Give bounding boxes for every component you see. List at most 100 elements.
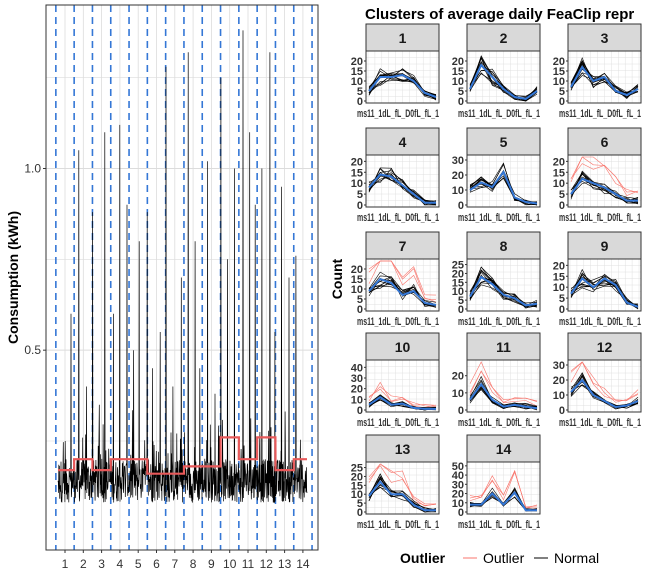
facet-y-tick-label: 0 <box>357 200 363 212</box>
facet-panel-11: 11 0 10 20 ms11_1dL_fL_D0fL_fL_1 <box>452 332 541 429</box>
x-tick-label: 4 <box>117 557 124 571</box>
cluster-mean-line <box>570 277 639 308</box>
facet-y-tick-label: 10 <box>452 185 464 197</box>
facet-y-tick-label: 20 <box>452 56 464 68</box>
facet-strip-label: 6 <box>601 134 609 150</box>
outlier-member-line <box>570 361 639 401</box>
facet-y-tick-label: 20 <box>452 268 464 280</box>
facet-y-tick-label: 0 <box>357 405 363 417</box>
facet-strip-label: 13 <box>395 441 411 457</box>
outlier-member-line <box>368 465 437 505</box>
x-tick-label: 14 <box>296 557 310 571</box>
facet-y-tick-label: 10 <box>553 76 565 88</box>
facet-y-tick-label: 10 <box>553 390 565 402</box>
facet-x-tick-labels: ms11_1dL_fL_D0fL_fL_1 <box>458 212 540 224</box>
normal-member-line <box>570 273 639 308</box>
facet-y-tick-label: 10 <box>452 498 464 510</box>
facet-strip <box>466 231 541 260</box>
facet-strip <box>466 332 541 361</box>
y-tick-label: 1.0 <box>24 162 41 176</box>
facet-x-tick-labels: ms11_1dL_fL_D0fL_fL_1 <box>559 316 641 328</box>
facet-x-tick-labels: ms11_1dL_fL_D0fL_fL_1 <box>559 417 641 429</box>
facet-border <box>365 359 440 413</box>
outlier-member-line <box>469 370 538 402</box>
cluster-mean-line <box>368 277 437 306</box>
normal-member-line <box>469 55 538 102</box>
facet-y-tick-label: 0 <box>559 405 565 417</box>
facet-strip <box>365 127 440 156</box>
facet-strip-label: 2 <box>500 30 508 46</box>
facet-x-tick-labels: ms11_1dL_fL_D0fL_fL_1 <box>458 316 540 328</box>
facet-border <box>365 461 440 515</box>
count-axis-title: Count <box>329 258 345 299</box>
facet-strip-label: 1 <box>399 30 407 46</box>
facet-border <box>466 359 541 413</box>
outlier-member-line <box>469 361 538 407</box>
cluster-mean-line <box>470 490 537 512</box>
facet-y-tick-label: 15 <box>351 66 363 78</box>
facet-border <box>466 258 541 312</box>
x-tick-label: 1 <box>62 557 69 571</box>
facet-y-tick-label: 20 <box>452 371 464 383</box>
facet-y-tick-label: 5 <box>357 189 363 201</box>
normal-member-line <box>368 485 437 510</box>
x-tick-label: 6 <box>153 557 160 571</box>
cluster-mean-step-line <box>58 436 307 475</box>
normal-member-line <box>469 387 538 410</box>
facet-y-tick-label: 25 <box>452 260 464 272</box>
cluster-mean-line <box>570 378 639 409</box>
facet-x-tick-labels: ms11_1dL_fL_D0fL_fL_1 <box>458 108 540 120</box>
facet-strip-label: 7 <box>399 238 407 254</box>
facet-border <box>466 461 541 515</box>
facet-x-tick-labels: ms11_1dL_fL_D0fL_fL_1 <box>559 108 641 120</box>
normal-member-line <box>570 62 639 97</box>
facet-y-tick-label: 0 <box>458 405 464 417</box>
facet-y-tick-label: 20 <box>553 156 565 168</box>
facet-strip-label: 10 <box>395 339 411 355</box>
x-tick-label: 9 <box>208 557 215 571</box>
normal-member-line <box>368 79 437 100</box>
facet-y-tick-label: 20 <box>452 489 464 501</box>
facet-y-tick-label: 10 <box>553 178 565 190</box>
facet-y-tick-label: 10 <box>452 76 464 88</box>
legend: Outlier Outlier Normal <box>400 550 599 566</box>
facet-y-tick-label: 15 <box>553 66 565 78</box>
normal-member-line <box>368 280 437 308</box>
facet-strip <box>567 23 642 52</box>
facet-y-tick-label: 30 <box>452 479 464 491</box>
facet-y-tick-label: 20 <box>351 471 363 483</box>
outlier-member-line <box>570 163 639 193</box>
facet-border <box>466 50 541 104</box>
facet-y-tick-label: 20 <box>452 170 464 182</box>
facet-y-tick-label: 15 <box>553 271 565 283</box>
facet-x-tick-labels: ms11_1dL_fL_D0fL_fL_1 <box>458 519 540 531</box>
facet-y-tick-label: 5 <box>357 86 363 98</box>
cluster-mean-line <box>469 170 538 205</box>
facet-y-tick-label: 5 <box>458 295 464 307</box>
facet-border <box>567 359 642 413</box>
facet-strip-label: 3 <box>601 30 609 46</box>
facet-x-tick-labels: ms11_1dL_fL_D0fL_fL_1 <box>357 212 439 224</box>
facet-y-tick-label: 10 <box>351 489 363 501</box>
facet-y-tick-label: 10 <box>351 76 363 88</box>
facet-y-tick-label: 5 <box>559 189 565 201</box>
facet-y-tick-label: 20 <box>351 384 363 396</box>
facet-y-tick-label: 10 <box>452 388 464 400</box>
facet-y-tick-label: 20 <box>553 56 565 68</box>
facet-strip-label: 5 <box>500 134 508 150</box>
cluster-mean-line <box>570 65 639 97</box>
facet-y-tick-label: 0 <box>559 200 565 212</box>
cluster-mean-line <box>469 275 538 307</box>
cluster-mean-line <box>469 382 538 410</box>
facet-border <box>567 50 642 104</box>
facet-border <box>365 50 440 104</box>
cluster-mean-line <box>469 63 538 101</box>
facet-y-tick-label: 5 <box>357 498 363 510</box>
